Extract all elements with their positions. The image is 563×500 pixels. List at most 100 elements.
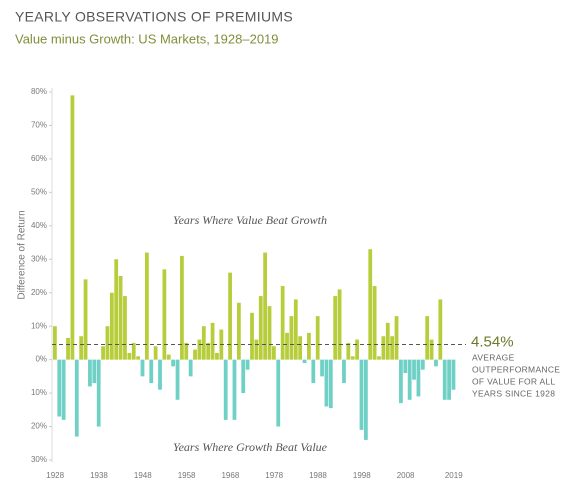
bar (385, 322, 390, 360)
y-tick-label: 50% (31, 187, 47, 196)
bar (245, 359, 250, 370)
x-tick-label: 2008 (397, 471, 415, 480)
reference-label: 4.54% (471, 333, 514, 350)
y-tick-label: 30% (31, 455, 47, 464)
bar (451, 359, 456, 390)
chart-title: YEARLY OBSERVATIONS OF PREMIUMS (15, 9, 293, 25)
bar (136, 356, 140, 360)
bar (447, 359, 451, 400)
bar (289, 316, 294, 360)
bar (223, 359, 228, 420)
reference-note: AVERAGE (472, 353, 515, 363)
bar (127, 352, 132, 360)
bar (276, 359, 281, 427)
bar (307, 332, 311, 360)
bar (368, 249, 373, 360)
bar (166, 354, 171, 360)
bar (280, 286, 285, 360)
bar (285, 332, 289, 360)
bar (101, 346, 105, 360)
bar (114, 259, 119, 360)
bar (210, 322, 215, 360)
bar (153, 346, 158, 360)
reference-note: OF VALUE FOR ALL (472, 377, 556, 387)
y-tick-label: 80% (31, 87, 47, 96)
bar (149, 359, 154, 384)
bar (184, 342, 189, 360)
bar (250, 312, 254, 360)
bar (263, 252, 268, 360)
bar (109, 292, 114, 360)
bar (372, 286, 377, 360)
annotation: Years Where Value Beat Growth (173, 213, 327, 227)
bar (188, 359, 193, 377)
bar (88, 359, 92, 387)
y-tick-label: 20% (31, 422, 47, 431)
bar (328, 359, 333, 409)
bar (144, 252, 149, 360)
bar (355, 339, 359, 360)
bar (363, 359, 368, 440)
bar (180, 255, 184, 360)
chart-subtitle: Value minus Growth: US Markets, 1928–201… (15, 31, 279, 46)
bar (438, 299, 443, 360)
y-tick-label: 10% (31, 321, 47, 330)
y-tick-label: 20% (31, 288, 47, 297)
bar (442, 359, 447, 400)
x-tick-label: 2019 (445, 471, 463, 480)
x-tick-label: 1998 (353, 471, 371, 480)
bar (394, 316, 399, 360)
x-tick-label: 1988 (309, 471, 327, 480)
bar (201, 326, 206, 360)
x-tick-label: 1928 (46, 471, 64, 480)
x-tick-label: 1978 (265, 471, 283, 480)
bar (131, 342, 136, 360)
bar (302, 359, 307, 363)
bar (61, 359, 66, 420)
bar (298, 336, 303, 360)
bar (320, 359, 324, 377)
bar (333, 296, 338, 360)
bar (193, 349, 197, 360)
bar (434, 359, 438, 367)
bar (74, 359, 79, 437)
bar (324, 359, 329, 407)
bar (241, 359, 246, 394)
y-axis-label: Difference of Return (17, 210, 28, 299)
bar (272, 346, 276, 360)
bar (118, 276, 123, 360)
bar (66, 337, 70, 360)
bar (197, 339, 202, 360)
bar (254, 339, 259, 360)
bar (399, 359, 403, 404)
y-tick-label: 60% (31, 154, 47, 163)
bar (403, 359, 408, 374)
bar (416, 359, 421, 397)
bar (123, 296, 127, 360)
bar (337, 289, 342, 360)
bar (53, 326, 57, 360)
bar (171, 359, 176, 367)
bar (377, 356, 381, 360)
x-tick-label: 1938 (90, 471, 108, 480)
bar (158, 359, 162, 390)
x-tick-label: 1948 (134, 471, 152, 480)
bar (206, 342, 211, 360)
bar (412, 359, 416, 380)
y-tick-label: 10% (31, 388, 47, 397)
bar (140, 359, 145, 377)
bar (342, 359, 346, 384)
bar (311, 359, 316, 384)
bar (105, 326, 110, 360)
bar (315, 316, 320, 360)
bar (346, 342, 351, 360)
bar (92, 359, 97, 384)
bar (175, 359, 180, 400)
y-tick-label: 30% (31, 254, 47, 263)
bar (359, 359, 364, 430)
bar (70, 95, 75, 360)
bar (420, 359, 425, 370)
reference-note: YEARS SINCE 1928 (472, 389, 555, 399)
x-tick-label: 1968 (221, 471, 239, 480)
